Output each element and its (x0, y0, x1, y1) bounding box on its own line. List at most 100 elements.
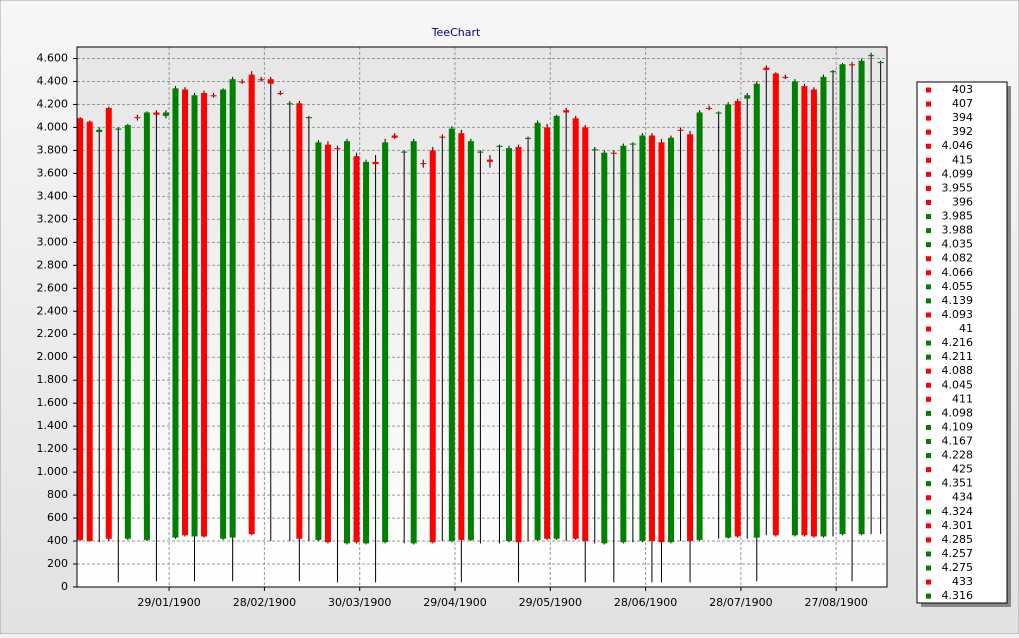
x-tick-label: 28/02/1900 (233, 596, 296, 609)
legend-swatch (926, 453, 931, 459)
legend-swatch (926, 214, 931, 220)
candle-body (753, 83, 760, 538)
plot-area (77, 47, 887, 587)
candle-body (572, 118, 579, 539)
candle-body (687, 134, 694, 542)
candle-body (706, 107, 713, 110)
candle-body (820, 76, 827, 537)
y-tick-label: 1.000 (37, 465, 69, 478)
legend-label: 4.139 (942, 294, 974, 307)
x-tick-label: 30/03/1900 (328, 596, 391, 609)
y-tick-label: 1.200 (37, 442, 69, 455)
legend-swatch (926, 509, 931, 515)
legend-swatch (926, 382, 931, 388)
candle-body (486, 159, 493, 162)
legend-label: 394 (952, 111, 973, 124)
legend-swatch (926, 579, 931, 585)
legend-swatch (926, 157, 931, 163)
y-tick-label: 3.200 (37, 212, 69, 225)
y-tick-label: 2.000 (37, 350, 69, 363)
candle-body (801, 86, 808, 536)
y-tick-label: 4.000 (37, 120, 69, 133)
legend-swatch (926, 242, 931, 248)
y-tick-label: 600 (47, 511, 68, 524)
candle-body (601, 152, 608, 544)
plot-frame (76, 46, 888, 588)
candle-body (620, 145, 627, 543)
legend-label: 392 (952, 125, 973, 138)
x-tick-label: 28/06/1900 (614, 596, 677, 609)
candle-body (105, 107, 112, 539)
y-tick-label: 400 (47, 534, 68, 547)
legend-label: 4.167 (942, 435, 974, 448)
legend-label: 4.093 (942, 308, 974, 321)
candle-body (353, 156, 360, 543)
y-tick-label: 1.800 (37, 373, 69, 386)
candle-body (401, 151, 408, 153)
legend-label: 4.082 (942, 252, 974, 265)
candle-body (839, 64, 846, 535)
legend-swatch (926, 284, 931, 290)
legend-swatch (926, 439, 931, 444)
y-tick-label: 3.600 (37, 166, 69, 179)
candle-body (668, 137, 674, 543)
legend-label: 4.035 (942, 238, 974, 251)
candle-body (477, 151, 484, 153)
candle-body (363, 161, 370, 544)
candle-body (258, 79, 265, 81)
candle-body (220, 89, 227, 539)
candle-body (344, 141, 350, 544)
candle-body (734, 101, 741, 537)
candle-body (506, 148, 512, 542)
legend-label: 4.351 (942, 477, 974, 490)
legend-label: 4.088 (942, 364, 974, 377)
candle-body (868, 55, 875, 57)
candle-body (772, 73, 779, 536)
legend-label: 4.109 (942, 420, 974, 433)
legend-label: 415 (952, 153, 973, 166)
legend-label: 4.066 (942, 266, 974, 279)
y-tick-label: 4.400 (37, 74, 69, 87)
legend-swatch (926, 424, 931, 430)
legend-swatch (926, 523, 931, 529)
x-tick-label: 28/07/1900 (709, 596, 772, 609)
candle-body (544, 127, 551, 539)
legend-label: 407 (952, 97, 973, 110)
legend-label: 4.216 (942, 336, 974, 349)
candle-body (696, 112, 703, 540)
legend-label: 4.275 (942, 561, 974, 574)
legend-label: 4.228 (942, 449, 974, 462)
candle-body (639, 135, 646, 542)
candle-body (467, 141, 474, 540)
legend-label: 4.324 (942, 505, 974, 518)
legend-swatch (926, 87, 931, 93)
legend-swatch (926, 185, 931, 191)
legend-swatch (926, 396, 931, 402)
legend-label: 4.285 (942, 533, 974, 546)
candle-body (172, 88, 179, 538)
y-tick-label: 800 (47, 488, 68, 501)
candle-body (277, 92, 284, 95)
candle-body (658, 142, 665, 543)
legend-swatch (926, 256, 931, 262)
candle-body (410, 141, 417, 544)
candle-body (201, 92, 208, 537)
legend-swatch (926, 481, 931, 487)
legend-label: 4.045 (942, 378, 974, 391)
legend-label: 3.955 (942, 181, 974, 194)
candle-body (191, 95, 198, 537)
legend (916, 81, 1008, 604)
y-tick-label: 1.600 (37, 396, 69, 409)
legend-label: 403 (952, 83, 973, 96)
candle-body (153, 112, 160, 115)
candle-body (877, 61, 884, 64)
y-tick-label: 3.000 (37, 235, 69, 248)
legend-label: 4.316 (942, 589, 974, 602)
candle-body (124, 125, 131, 539)
candle-body (849, 64, 856, 66)
legend-label: 434 (952, 491, 973, 504)
candle-body (229, 79, 236, 538)
candle-body (648, 135, 655, 542)
legend-label: 433 (952, 575, 973, 588)
